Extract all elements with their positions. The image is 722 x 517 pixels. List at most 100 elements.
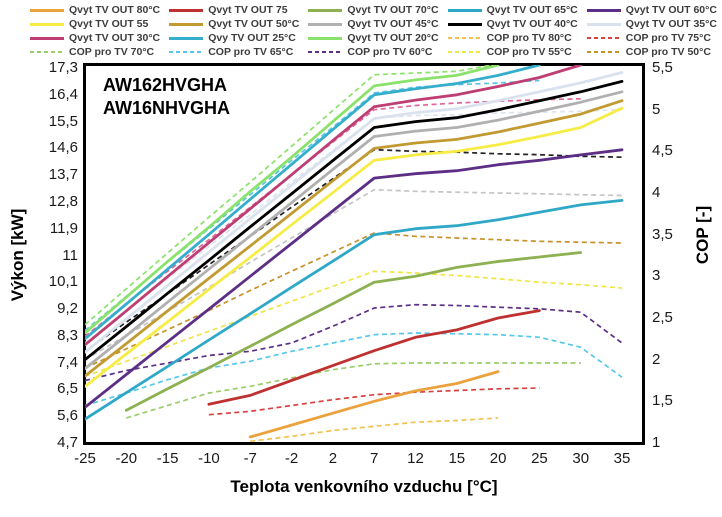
series-line-qvyt-tv-out-50 <box>85 99 624 378</box>
solid-line-swatch-icon <box>308 22 343 26</box>
legend-item-label: COP pro TV 70°C <box>69 46 155 58</box>
legend-item-label: COP pro TV 75°C <box>625 32 711 44</box>
y-right-tick-label: 3,5 <box>652 225 673 243</box>
legend-item-3: Qvyt TV OUT 65°C <box>447 3 581 17</box>
legend-item-2: Qvyt TV OUT 70°C <box>308 3 441 17</box>
legend-item-1: Qvyt TV OUT 75 <box>169 3 302 17</box>
legend-item-label: COP pro TV 65°C <box>208 46 294 58</box>
y-right-tick-label: 5 <box>652 100 661 118</box>
x-tick-label: -20 <box>115 450 138 467</box>
series-line-qvyt-tv-out-35 <box>85 71 624 354</box>
legend-item-label: Qvyt TV OUT 20°C <box>347 32 439 44</box>
x-tick-label: 35 <box>613 450 631 467</box>
y-left-tick-label: 13,7 <box>48 166 78 184</box>
solid-line-swatch-icon <box>447 22 482 26</box>
chart-legend: Qvyt TV OUT 80°C Qvyt TV OUT 75 Qvyt TV OU… <box>30 3 720 59</box>
legend-item-label: Qvyt TV OUT 60°C <box>625 4 717 16</box>
x-tick-label: -10 <box>198 450 220 467</box>
solid-line-swatch-icon <box>586 22 621 26</box>
y-left-tick-label: 7,4 <box>57 353 78 371</box>
legend-item-label: Qvyt TV OUT 65°C <box>486 4 578 16</box>
y-right-tick-label: 2,5 <box>652 309 673 326</box>
legend-item-label: Qvyt TV OUT 45°C <box>347 18 439 30</box>
solid-line-swatch-icon <box>169 22 204 26</box>
y-right-tick-label: 1 <box>652 434 661 451</box>
legend-item-10: Qvyt TV OUT 30°C <box>30 31 163 45</box>
series-line-qvyt-tv-out-20 <box>85 65 500 335</box>
legend-item-18: COP pro TV 55°C <box>447 45 581 59</box>
y-right-tick-label: 2 <box>652 350 661 368</box>
x-tick-label: 25 <box>531 450 548 467</box>
series-line-qvyt-tv-out-70 <box>124 251 583 412</box>
series-line-cop-tv-75 <box>208 387 540 416</box>
series-line-qvyt-tv-out-65 <box>85 198 624 421</box>
y-left-tick-label: 15,5 <box>48 112 78 130</box>
y-axis-right-title: COP [-] <box>693 205 712 265</box>
dashed-line-swatch-icon <box>308 51 343 53</box>
y-right-tick-label: 4,5 <box>652 142 673 160</box>
y-right-tick-label: 3 <box>652 267 661 285</box>
x-tick-label: 2 <box>328 450 338 467</box>
x-tick-label: 7 <box>369 450 379 467</box>
x-tick-label: -2 <box>284 450 299 467</box>
legend-item-label: Qvyt TV OUT 55 <box>69 18 149 30</box>
x-tick-label: 12 <box>407 450 424 467</box>
y-left-tick-label: 4,7 <box>57 434 78 451</box>
y-left-tick-label: 9,2 <box>57 300 78 318</box>
legend-item-0: Qvyt TV OUT 80°C <box>30 3 163 17</box>
series-line-cop-tv-65 <box>85 332 623 407</box>
x-tick-label: -7 <box>243 450 257 467</box>
legend-item-label: Qvyt TV OUT 80°C <box>69 4 161 16</box>
legend-item-label: COP pro TV 50°C <box>625 46 711 58</box>
legend-item-label: COP pro TV 60°C <box>347 46 433 58</box>
series-line-qvyt-tv-out-40 <box>85 79 624 362</box>
legend-item-11: Qvy TV OUT 25°C <box>169 31 302 45</box>
legend-item-8: Qvyt TV OUT 40°C <box>447 17 581 31</box>
y-left-tick-label: 11,9 <box>49 219 78 237</box>
solid-line-swatch-icon <box>30 36 64 40</box>
solid-line-swatch-icon <box>169 36 204 40</box>
y-left-tick-label: 16,4 <box>48 85 78 103</box>
y-left-tick-label: 17,3 <box>48 59 78 76</box>
x-axis-title: Teplota venkovního vzduchu [°C] <box>230 477 498 496</box>
series-line-cop-tv-40 <box>85 148 623 352</box>
solid-line-swatch-icon <box>447 8 482 12</box>
dashed-line-swatch-icon <box>447 37 482 39</box>
solid-line-swatch-icon <box>30 8 64 12</box>
series-line-cop-tv-70 <box>126 362 581 419</box>
chart-title-line1: AW162HVGHA <box>103 75 228 95</box>
series-line-qvyt-tv-out-80 <box>248 370 500 439</box>
dashed-line-swatch-icon <box>586 37 621 39</box>
legend-item-label: COP pro TV 55°C <box>486 46 572 58</box>
y-right-tick-label: 4 <box>652 184 661 201</box>
y-left-tick-label: 5,6 <box>57 407 78 425</box>
solid-line-swatch-icon <box>308 8 343 12</box>
series-line-cop-tv-45 <box>85 188 623 361</box>
y-right-tick-label: 1,5 <box>652 392 673 410</box>
plot-area <box>85 65 624 443</box>
solid-line-swatch-icon <box>586 8 621 12</box>
legend-item-17: COP pro TV 60°C <box>308 45 441 59</box>
series-line-cop-tv-20 <box>85 65 497 326</box>
legend-item-label: Qvyt TV OUT 50°C <box>208 18 300 30</box>
y-left-tick-label: 8,3 <box>57 326 78 344</box>
legend-item-label: COP pro TV 80°C <box>486 32 572 44</box>
dashed-line-swatch-icon <box>447 51 482 53</box>
legend-item-16: COP pro TV 65°C <box>169 45 302 59</box>
chart-title: AW162HVGHA AW16NHVGHA <box>103 74 230 120</box>
legend-item-14: COP pro TV 75°C <box>586 31 720 45</box>
legend-item-label: Qvyt TV OUT 70°C <box>347 4 439 16</box>
dashed-line-swatch-icon <box>169 51 204 53</box>
y-left-tick-label: 12,8 <box>48 192 78 210</box>
solid-line-swatch-icon <box>30 22 64 26</box>
y-right-tick-label: 5,5 <box>652 59 673 76</box>
y-axis-left-title: Výkon [kW] <box>8 208 27 302</box>
x-tick-label: -15 <box>156 450 179 467</box>
solid-line-swatch-icon <box>308 36 343 40</box>
legend-item-label: Qvyt TV OUT 30°C <box>69 32 161 44</box>
y-left-tick-label: 10,1 <box>48 273 78 291</box>
legend-item-label: Qvyt TV OUT 40°C <box>486 18 578 30</box>
series-line-qvyt-tv-out-60 <box>85 148 624 409</box>
legend-item-15: COP pro TV 70°C <box>30 45 163 59</box>
